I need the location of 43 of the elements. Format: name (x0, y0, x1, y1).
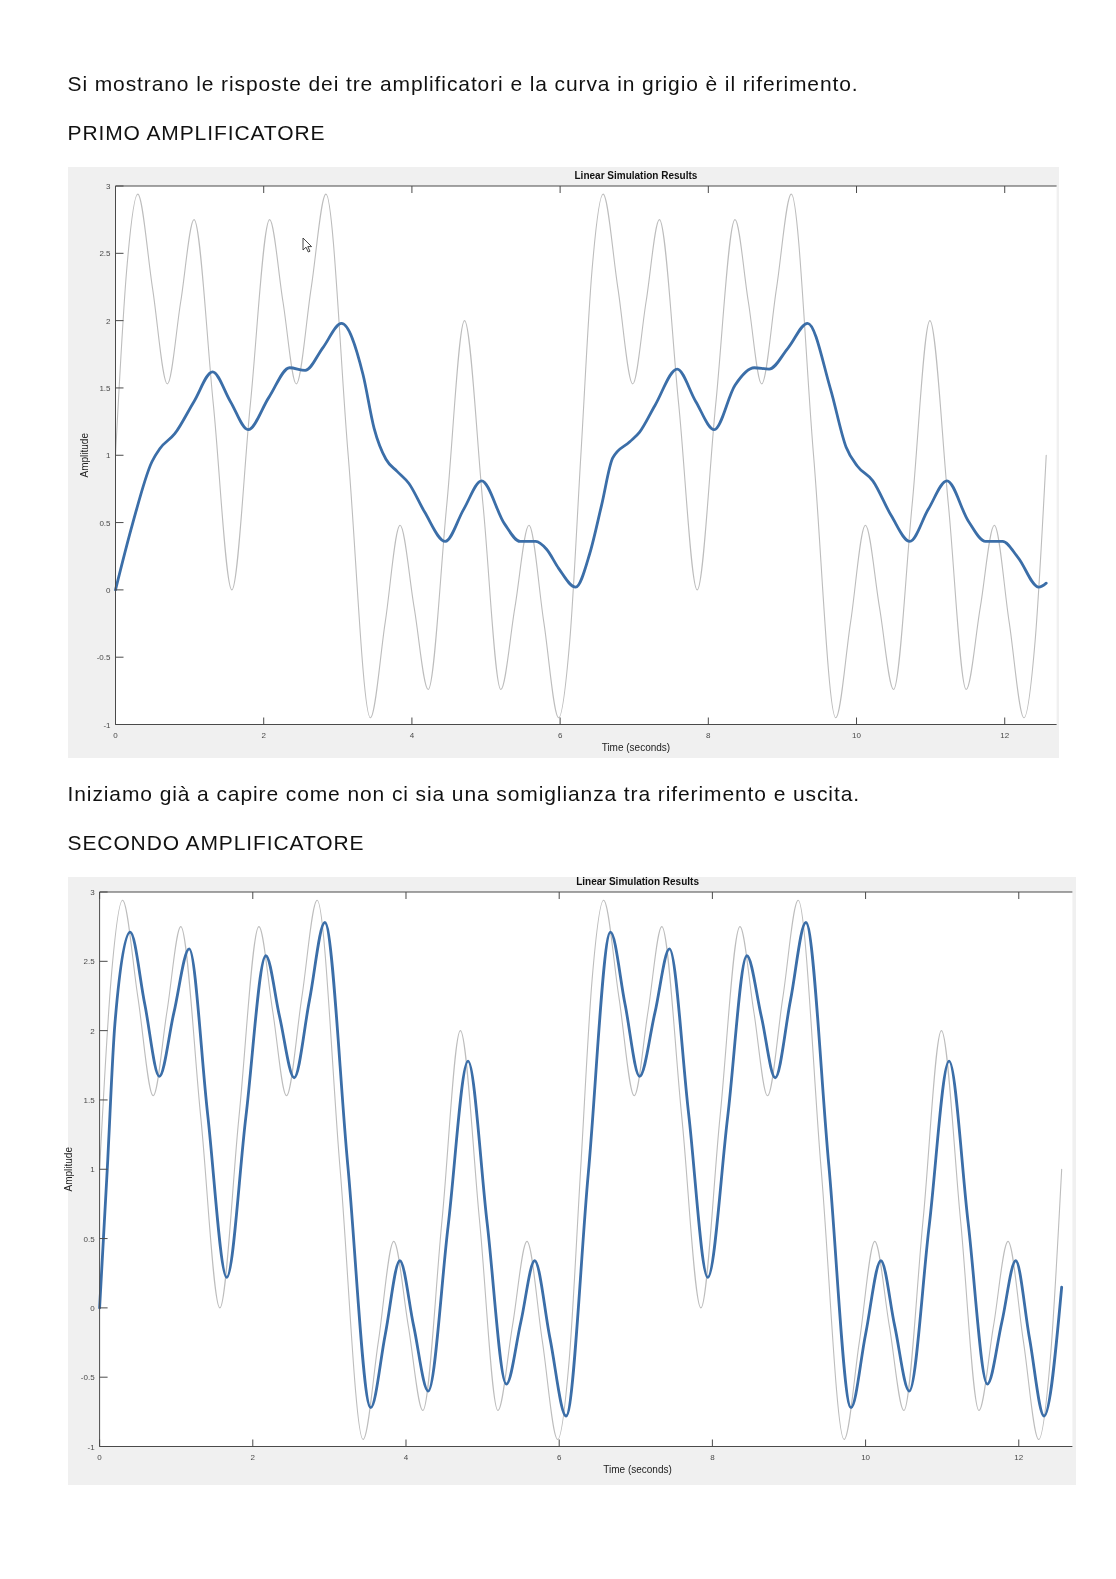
x-tick-label: 6 (557, 730, 563, 740)
x-axis-title: Time (seconds) (601, 741, 671, 753)
text: Si mostrano le risposte dei tre amplificatori e la curva in grigio è il riferimento. (67, 72, 859, 95)
x-tick-label: 2 (250, 1452, 256, 1462)
y-tick-label: 0.5 (83, 1234, 96, 1244)
x-tick-label: 12 (1014, 1452, 1024, 1462)
x-axis-title: Time (seconds) (603, 1463, 672, 1475)
x-tick-label: 4 (403, 1452, 409, 1462)
chart-title: Linear Simulation Results (574, 170, 698, 181)
x-tick-label: 8 (710, 1452, 716, 1462)
chart-title: Linear Simulation Results (576, 876, 700, 887)
x-tick-label: 12 (1000, 730, 1010, 740)
x-tick-label: 10 (852, 730, 862, 740)
y-tick-label: 0 (106, 585, 112, 595)
x-tick-label: 8 (706, 730, 712, 740)
y-axis-title: Amplitude (78, 432, 90, 478)
y-tick-label: 3 (90, 888, 96, 897)
line-series (114, 193, 1047, 719)
y-tick-label: 0.5 (99, 518, 112, 528)
y-tick-label: -0.5 (96, 653, 112, 663)
x-tick-label: 6 (556, 1452, 562, 1462)
text: PRIMO AMPLIFICATORE (67, 121, 326, 144)
y-tick-label: 2.5 (99, 249, 112, 259)
y-tick-label: 0 (90, 1303, 96, 1313)
x-tick-label: 2 (261, 730, 267, 740)
y-tick-label: 2 (106, 316, 112, 326)
y-tick-label: -1 (103, 720, 112, 730)
y-tick-label: 2 (90, 1026, 96, 1036)
text: SECONDO AMPLIFICATORE (67, 831, 365, 854)
x-tick-label: 0 (113, 730, 119, 740)
y-tick-label: 1 (90, 1165, 96, 1175)
text: Iniziamo già a capire come non ci sia una somiglianza tra riferimento e uscita. (67, 782, 860, 805)
y-tick-label: 3 (106, 182, 112, 191)
y-tick-label: 2.5 (83, 957, 96, 967)
y-tick-label: -0.5 (80, 1373, 96, 1383)
y-tick-label: -1 (87, 1442, 96, 1452)
x-tick-label: 10 (861, 1452, 871, 1462)
y-tick-label: 1 (106, 451, 112, 461)
y-tick-label: 1.5 (83, 1095, 96, 1105)
y-axis-title: Amplitude (62, 1146, 74, 1192)
y-tick-label: 1.5 (99, 383, 112, 393)
line-series (114, 321, 1048, 592)
x-tick-label: 4 (409, 730, 415, 740)
